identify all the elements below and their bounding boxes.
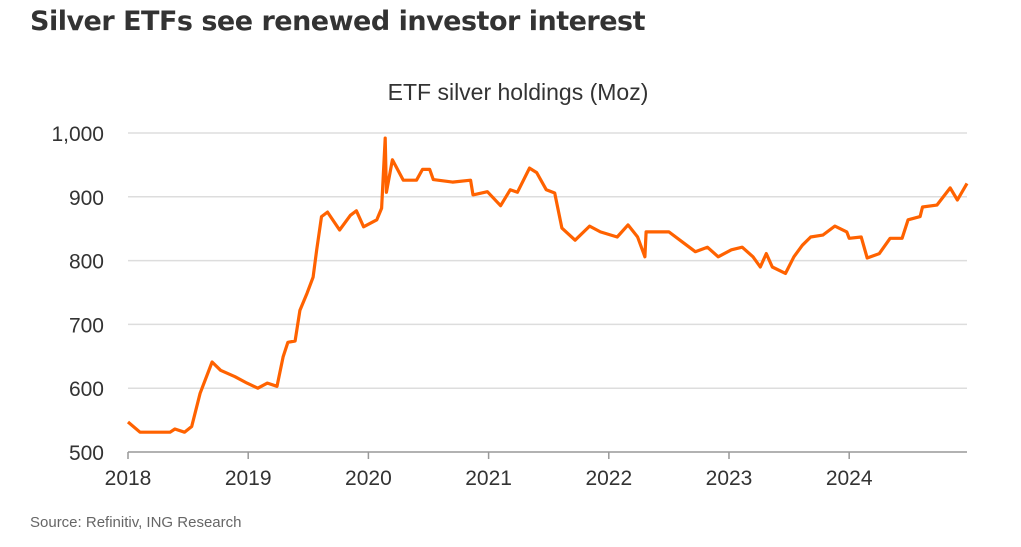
y-tick-label: 900 bbox=[69, 187, 104, 210]
x-tick-label: 2020 bbox=[345, 467, 392, 490]
y-tick-label: 700 bbox=[69, 314, 104, 337]
chart-title: ETF silver holdings (Moz) bbox=[388, 79, 649, 105]
x-tick-label: 2024 bbox=[826, 467, 873, 490]
headline: Silver ETFs see renewed investor interes… bbox=[30, 6, 646, 37]
x-tick-label: 2022 bbox=[585, 467, 632, 490]
y-tick-label: 1,000 bbox=[51, 123, 104, 146]
y-tick-label: 800 bbox=[69, 251, 104, 274]
x-tick-label: 2018 bbox=[105, 467, 152, 490]
series-line bbox=[126, 136, 969, 434]
x-tick-label: 2021 bbox=[465, 467, 512, 490]
source-note: Source: Refinitiv, ING Research bbox=[30, 514, 242, 531]
y-tick-label: 600 bbox=[69, 378, 104, 401]
x-tick-label: 2023 bbox=[706, 467, 753, 490]
y-tick-label: 500 bbox=[69, 442, 104, 465]
x-tick-label: 2019 bbox=[225, 467, 272, 490]
